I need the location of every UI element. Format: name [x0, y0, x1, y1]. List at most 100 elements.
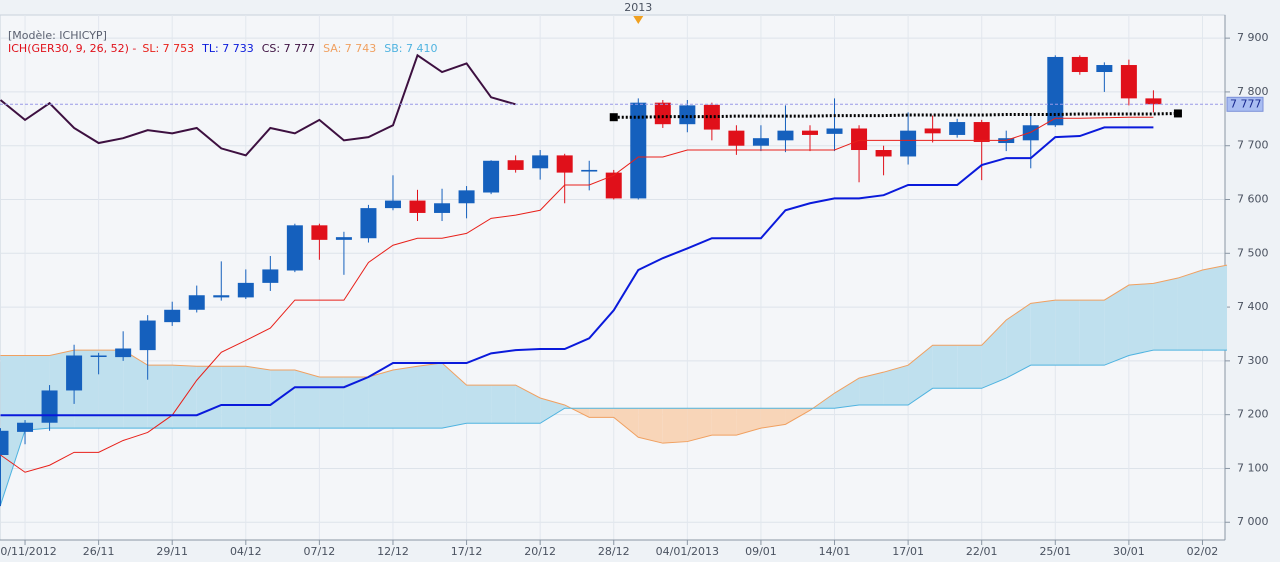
- x-tick-label: 04/12: [230, 545, 262, 558]
- candle-body: [605, 172, 622, 199]
- candle-body: [17, 422, 34, 432]
- y-tick-label: 7 000: [1237, 515, 1269, 528]
- candle-body: [728, 130, 745, 146]
- cloud-fill: [1153, 278, 1178, 351]
- candle-body: [188, 295, 205, 310]
- cloud-fill: [711, 408, 737, 436]
- year-marker: [633, 16, 644, 24]
- candle-body: [213, 295, 230, 298]
- y-tick-label: 7 500: [1237, 246, 1269, 259]
- candle-body: [973, 122, 990, 142]
- cloud-fill: [491, 385, 516, 424]
- candle-body: [924, 128, 941, 134]
- cloud-fill: [834, 378, 860, 409]
- x-tick-label: 02/02: [1187, 545, 1219, 558]
- x-tick-label: 07/12: [304, 545, 336, 558]
- candle-body: [875, 150, 892, 157]
- candle-body: [384, 200, 401, 209]
- candle-body: [66, 355, 83, 391]
- candle-body: [949, 122, 966, 135]
- y-tick-label: 7 100: [1237, 461, 1269, 474]
- cloud-fill: [638, 408, 663, 444]
- legend-entry: SA: 7 743: [323, 42, 376, 55]
- candle-body: [262, 269, 279, 283]
- candle-body: [286, 225, 303, 271]
- candle-body: [1022, 125, 1039, 141]
- candle-body: [335, 237, 352, 240]
- last-price-box: [1226, 96, 1264, 112]
- candle-body: [483, 160, 500, 193]
- legend-entry: SL: 7 753: [142, 42, 194, 55]
- year-marker-label: 2013: [624, 1, 652, 14]
- indicator-label: ICH(GER30, 9, 26, 52) -: [8, 42, 136, 55]
- candle-body: [1047, 56, 1064, 126]
- candle-body: [1071, 56, 1088, 73]
- candle-body: [458, 190, 475, 204]
- series-line: [0, 264, 1228, 444]
- x-tick-label: 14/01: [819, 545, 851, 558]
- cloud-fill: [1030, 300, 1056, 366]
- candle-body: [801, 130, 818, 135]
- x-tick-label: 04/01/2013: [656, 545, 719, 558]
- cloud-fill: [392, 366, 418, 429]
- candle-body: [826, 128, 843, 134]
- cloud-fill: [123, 350, 148, 429]
- candle-body: [409, 200, 426, 213]
- cloud-fill: [319, 377, 344, 429]
- candle-body: [654, 102, 671, 125]
- cloud-fill: [613, 408, 639, 438]
- cloud-fill: [1079, 300, 1105, 366]
- candle-body: [703, 104, 720, 130]
- legend-entry: SB: 7 410: [384, 42, 437, 55]
- cloud-fill: [368, 370, 393, 429]
- cloud-fill: [1202, 265, 1227, 351]
- candle-body: [507, 160, 524, 170]
- candle-body: [556, 155, 573, 173]
- y-tick-label: 7 600: [1237, 193, 1269, 206]
- model-label: [Modèle: ICHICYP]: [8, 29, 107, 42]
- cloud-fill: [540, 397, 565, 424]
- candle-body: [851, 128, 868, 151]
- x-tick-label: 28/12: [598, 545, 630, 558]
- series-line: [0, 349, 1227, 506]
- cloud-fill: [1177, 269, 1203, 351]
- candle-body: [0, 430, 9, 456]
- candle-body: [164, 309, 181, 323]
- candle-body: [115, 348, 132, 358]
- candle-body: [900, 130, 917, 157]
- legend-entry: TL: 7 733: [201, 42, 254, 55]
- candle-body: [777, 130, 794, 141]
- cloud-fill: [1055, 300, 1080, 366]
- series-line: [0, 126, 1154, 417]
- y-tick-label: 7 200: [1237, 408, 1269, 421]
- y-tick-label: 7 800: [1237, 85, 1269, 98]
- cloud-fill: [515, 385, 541, 424]
- candle-body: [1145, 98, 1162, 105]
- plot-area: [0, 14, 1226, 541]
- last-price-label: 7 777: [1230, 97, 1262, 110]
- cloud-fill: [1128, 283, 1154, 356]
- trend-handle: [1173, 109, 1182, 118]
- x-tick-label: 26/11: [83, 545, 115, 558]
- cloud-fill: [221, 366, 246, 429]
- cloud-fill: [883, 365, 909, 405]
- cloud-fill: [1006, 303, 1031, 379]
- candle-body: [1096, 65, 1113, 73]
- x-tick-label: 25/01: [1039, 545, 1071, 558]
- cloud-fill: [981, 319, 1007, 389]
- legend-entry: CS: 7 777: [262, 42, 315, 55]
- cloud-fill: [736, 408, 761, 436]
- candle-body: [360, 208, 377, 239]
- cloud-fill: [172, 365, 197, 429]
- cloud-fill: [760, 408, 786, 429]
- x-tick-label: 09/01: [745, 545, 777, 558]
- cloud-fill: [589, 408, 614, 418]
- candle-body: [1120, 65, 1137, 99]
- cloud-fill: [957, 345, 982, 389]
- y-tick-label: 7 900: [1237, 31, 1269, 44]
- candle-body: [581, 169, 598, 172]
- cloud-fill: [147, 365, 173, 429]
- candle-body: [630, 102, 647, 199]
